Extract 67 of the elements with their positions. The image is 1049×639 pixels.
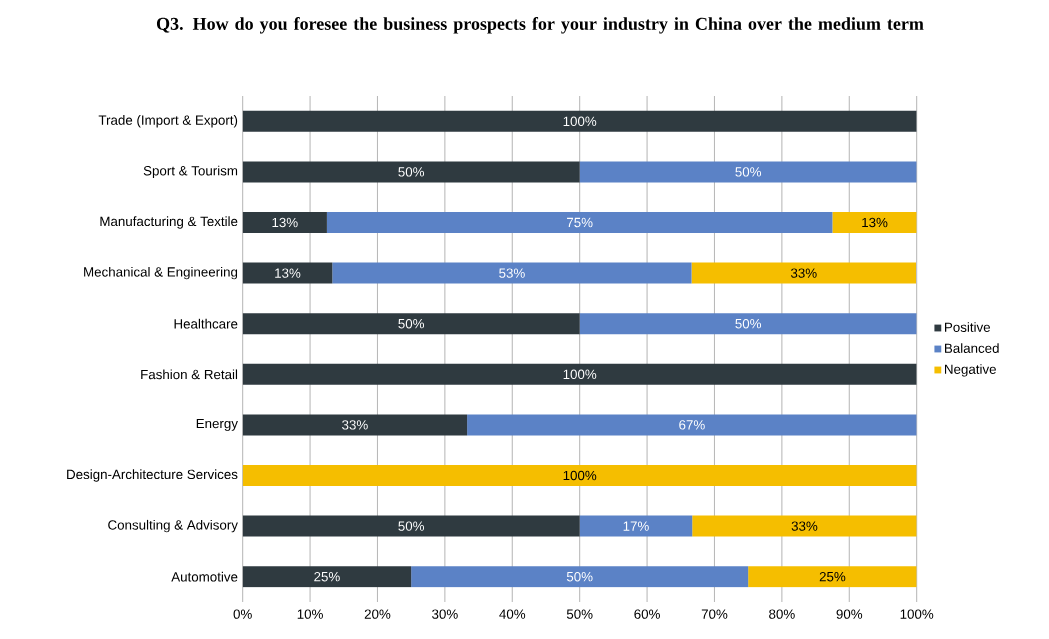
y-tick-label: Automotive [171, 571, 238, 582]
bar [242, 363, 917, 385]
y-tick-label: Healthcare [174, 318, 238, 329]
bar [242, 262, 333, 284]
bar [242, 465, 917, 486]
data-label: 75% [567, 217, 593, 228]
y-tick-label: Fashion & Retail [141, 369, 238, 380]
bar [326, 212, 833, 233]
data-label: 13% [275, 268, 301, 278]
y-tick-label: Manufacturing & Textile [100, 216, 238, 229]
data-label: 13% [272, 217, 298, 228]
bar [242, 566, 412, 588]
legend-label: Balanced [945, 343, 999, 353]
bar [242, 212, 327, 233]
bar [242, 515, 580, 537]
data-label: 100% [563, 116, 597, 127]
x-tick-label: 50% [566, 609, 593, 619]
bar [579, 515, 693, 537]
bar [332, 262, 692, 284]
data-label: 50% [398, 521, 425, 531]
data-label: 50% [398, 318, 425, 329]
x-tick-label: 30% [432, 609, 458, 619]
data-label: 50% [398, 167, 425, 177]
data-label: 50% [735, 318, 762, 329]
bar [692, 515, 917, 537]
data-label: 50% [735, 167, 762, 177]
y-tick-label: Sport & Tourism [143, 165, 238, 179]
y-tick-label: Design-Architecture Services [67, 469, 238, 482]
bar [832, 212, 917, 233]
data-label: 33% [791, 521, 818, 531]
x-tick-label: 90% [836, 609, 863, 619]
bar [691, 262, 916, 284]
data-label: 50% [566, 571, 593, 582]
x-tick-label: 70% [701, 609, 728, 619]
bar [579, 313, 917, 335]
data-label: 13% [862, 217, 888, 228]
bar [411, 566, 749, 588]
bar [242, 313, 580, 335]
legend-label: Positive [945, 322, 990, 332]
data-label: 100% [563, 369, 597, 380]
data-label: 25% [819, 571, 846, 582]
chart-title: Q3. How do you foresee the business prospects for your industry in China over the medium term [156, 17, 924, 34]
bar [242, 161, 580, 183]
x-tick-label: 80% [769, 609, 795, 619]
bar [467, 414, 917, 436]
bar [579, 161, 917, 183]
y-tick-label: Mechanical & Engineering [84, 266, 238, 280]
bar [748, 566, 917, 588]
x-tick-label: 20% [364, 609, 391, 619]
x-tick-label: 40% [499, 609, 526, 619]
x-tick-label: 100% [900, 609, 934, 619]
x-tick-label: 60% [634, 609, 660, 619]
data-label: 17% [623, 521, 649, 531]
bar [242, 110, 917, 132]
data-label: 25% [314, 571, 340, 582]
data-label: 53% [499, 268, 525, 278]
bar [242, 414, 468, 436]
data-label: 33% [342, 420, 368, 430]
data-label: 33% [790, 268, 817, 278]
y-tick-label: Trade (Import & Export) [98, 115, 238, 128]
y-tick-label: Energy [196, 418, 238, 431]
data-label: 100% [563, 470, 597, 481]
y-tick-label: Consulting & Advisory [108, 519, 238, 533]
data-label: 67% [679, 420, 705, 430]
x-tick-label: 0% [233, 609, 252, 619]
x-tick-label: 10% [297, 609, 323, 619]
legend-label: Negative [945, 364, 996, 377]
